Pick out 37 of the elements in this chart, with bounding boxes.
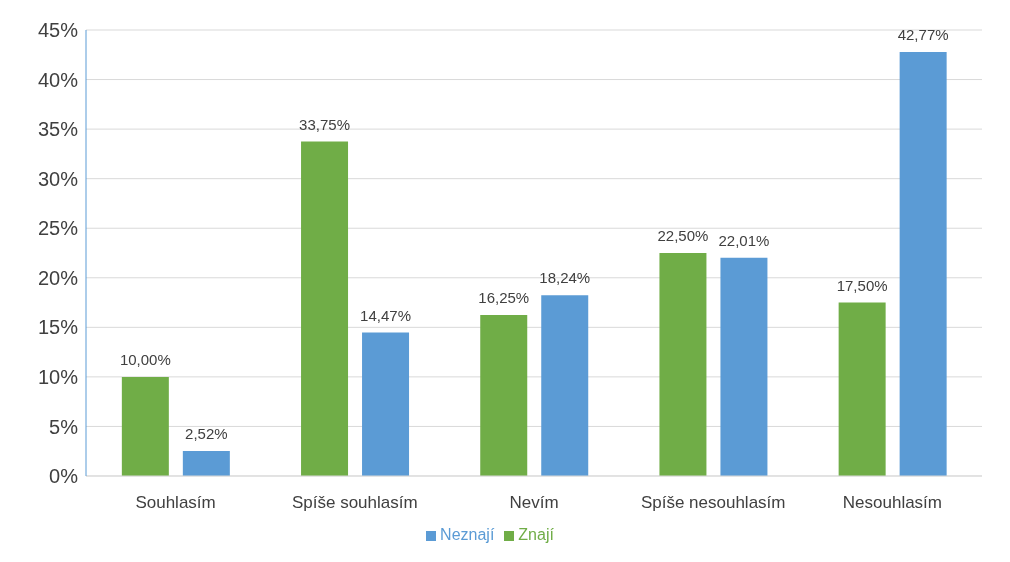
bar: [480, 314, 528, 476]
bar: [541, 295, 589, 476]
data-label: 14,47%: [360, 306, 411, 324]
x-tick-label: Spíše nesouhlasím: [640, 493, 786, 513]
data-label: 16,25%: [478, 288, 530, 306]
bar: [899, 52, 947, 476]
bar: [720, 257, 768, 476]
y-tick-label: 25%: [37, 217, 79, 240]
data-label: 33,75%: [299, 115, 350, 133]
y-tick-label: 35%: [37, 118, 79, 141]
bar: [838, 302, 886, 476]
legend-label: Znají: [518, 526, 554, 543]
x-tick-label: Souhlasím: [135, 493, 216, 513]
data-label: 22,01%: [718, 231, 770, 249]
y-tick-label: 40%: [37, 68, 79, 91]
y-tick-label: 10%: [37, 365, 79, 388]
y-tick-label: 45%: [37, 19, 79, 42]
data-label: 18,24%: [539, 269, 591, 287]
y-tick-label: 30%: [37, 167, 79, 190]
data-label: 22,50%: [657, 227, 709, 244]
bar: [301, 141, 349, 476]
y-tick-label: 0%: [49, 465, 79, 488]
y-tick-label: 20%: [37, 266, 79, 289]
x-tick-label: Nevím: [509, 493, 559, 513]
bar: [362, 332, 410, 476]
y-tick-label: 5%: [49, 415, 79, 438]
bar: [121, 376, 169, 476]
x-tick-label: Nesouhlasím: [842, 493, 943, 513]
x-tick-label: Spíše souhlasím: [291, 493, 418, 513]
data-label: 42,77%: [897, 26, 949, 44]
data-label: 10,00%: [119, 350, 171, 368]
y-tick-label: 15%: [37, 316, 79, 339]
bar: [182, 451, 230, 476]
data-label: 2,52%: [185, 425, 228, 443]
legend-label: Neznají: [440, 526, 495, 543]
bar: [659, 253, 707, 476]
data-label: 17,50%: [836, 276, 888, 294]
